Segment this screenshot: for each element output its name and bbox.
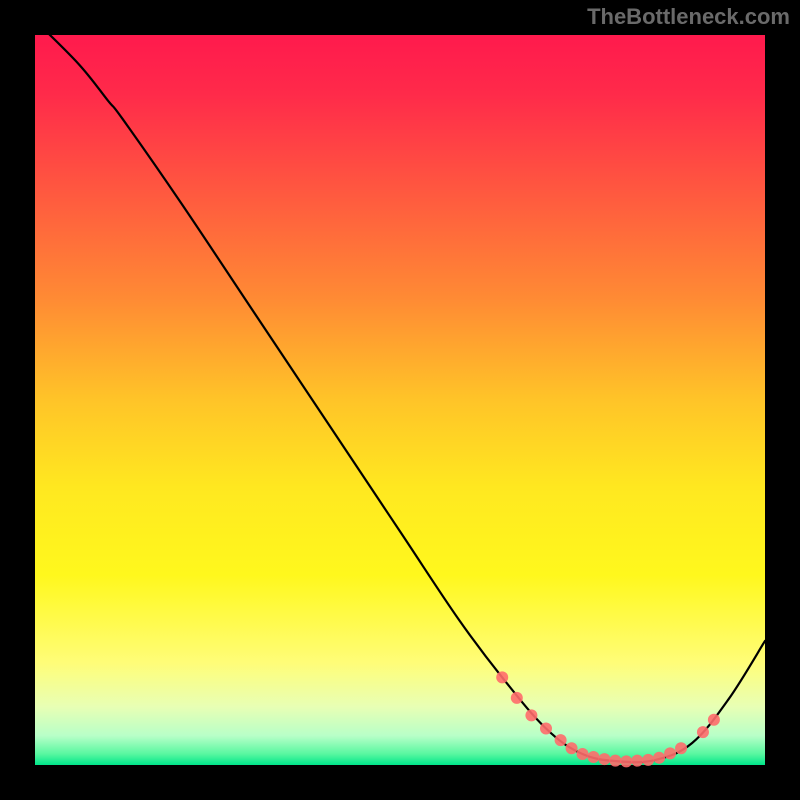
marker-dot	[631, 755, 643, 767]
watermark-text: TheBottleneck.com	[587, 4, 790, 30]
marker-dot	[496, 671, 508, 683]
marker-dot	[664, 747, 676, 759]
chart-container: TheBottleneck.com	[0, 0, 800, 800]
marker-dot	[525, 709, 537, 721]
marker-dot	[675, 742, 687, 754]
marker-dot	[653, 752, 665, 764]
marker-dot	[540, 723, 552, 735]
marker-dot	[598, 753, 610, 765]
marker-dot	[511, 692, 523, 704]
marker-dot	[566, 742, 578, 754]
marker-dot	[620, 755, 632, 767]
marker-dot	[555, 734, 567, 746]
marker-dot	[609, 755, 621, 767]
marker-dot	[708, 714, 720, 726]
marker-dot	[587, 751, 599, 763]
chart-svg	[0, 0, 800, 800]
marker-dot	[697, 726, 709, 738]
marker-dot	[577, 748, 589, 760]
marker-dot	[642, 754, 654, 766]
bottleneck-curve	[35, 20, 765, 762]
